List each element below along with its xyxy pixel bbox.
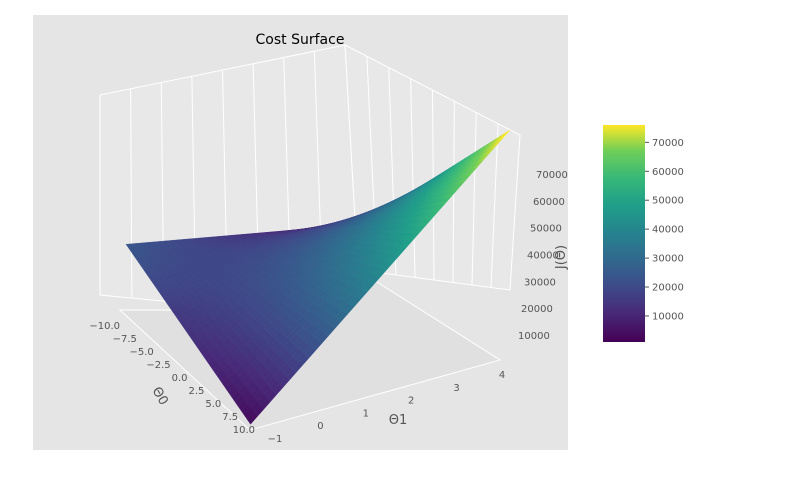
colorbar-tick-label: 40000 (652, 225, 684, 236)
grid-line (410, 78, 416, 278)
chart-title: Cost Surface (256, 32, 345, 48)
z-tick-label: 50000 (530, 224, 562, 235)
z-tick-label: 60000 (533, 197, 565, 208)
x-tick-label: −5.0 (129, 347, 153, 358)
y-tick-label: 0 (317, 421, 323, 432)
cost-surface (125, 129, 511, 425)
grid-line (471, 112, 477, 286)
x-tick-label: −7.5 (113, 334, 137, 345)
x-tick-label: 0.0 (172, 373, 188, 384)
z-tick-label: 20000 (521, 304, 553, 315)
colorbar-tick-label: 70000 (652, 138, 684, 149)
y-tick-label: 3 (453, 383, 459, 394)
z-tick-label: 40000 (527, 251, 559, 262)
z-tick-label: 70000 (536, 170, 568, 181)
x-tick-label: −10.0 (89, 321, 120, 332)
x-tick-label: 5.0 (205, 399, 221, 410)
colorbar-tick-label: 20000 (652, 283, 684, 294)
y-tick-label: −1 (268, 434, 283, 445)
grid-lines (130, 51, 499, 309)
colorbar-tick-label: 50000 (652, 196, 684, 207)
colorbar-tick-label: 30000 (652, 254, 684, 265)
y-axis-label: Θ1 (389, 413, 408, 428)
x-tick-label: −2.5 (146, 360, 170, 371)
grid-line (490, 123, 499, 288)
y-axis-ticks: −1 0 1 2 3 4 (268, 370, 506, 445)
surface-patch (499, 129, 511, 140)
colorbar-tick-label: 60000 (652, 167, 684, 178)
x-tick-label: 7.5 (222, 412, 238, 423)
colorbar (603, 125, 645, 342)
z-tick-label: 30000 (524, 277, 556, 288)
colorbar-tick-label: 10000 (652, 311, 684, 322)
y-tick-label: 4 (499, 370, 505, 381)
y-tick-label: 1 (363, 408, 369, 419)
grid-line (130, 88, 133, 297)
x-axis-ticks: −10.0 −7.5 −5.0 −2.50.02.55.07.5 10.0 (89, 321, 255, 436)
z-tick-label: 10000 (518, 331, 550, 342)
x-tick-label: 2.5 (188, 386, 204, 397)
z-axis-ticks: 10000 20000 30000 40000 50000 60000 70000 (518, 170, 568, 342)
colorbar-ticks: 10000 20000 30000 40000 50000 60000 70000 (645, 138, 684, 322)
x-tick-label: 10.0 (233, 425, 255, 436)
y-tick-label: 2 (408, 396, 414, 407)
z-axis-label: J(Θ) (554, 245, 569, 270)
